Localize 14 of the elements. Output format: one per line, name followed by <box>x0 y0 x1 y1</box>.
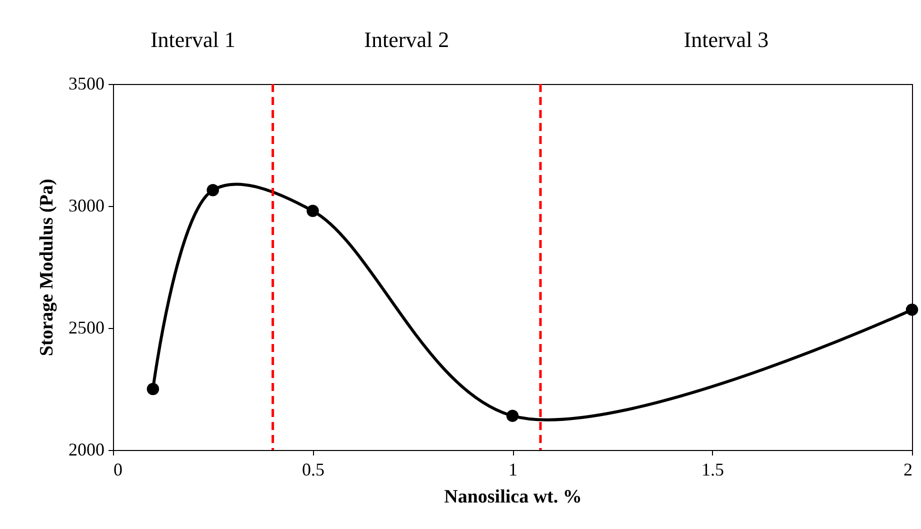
x-tick-label: 1.5 <box>702 460 724 480</box>
text: Interval 1 <box>150 27 236 52</box>
x-tick-label: 1 <box>508 460 518 480</box>
x-axis-title: Nanosilica wt. % <box>444 486 582 508</box>
x-tick-label: 2 <box>904 460 912 480</box>
x-tick-label: 0.5 <box>302 460 324 480</box>
y-tick-label: 2000 <box>68 440 104 460</box>
text: Interval 2 <box>364 27 450 52</box>
y-tick-label: 3000 <box>68 196 104 216</box>
x-tick-label: 0 <box>114 460 122 480</box>
y-tick-label: 2500 <box>68 318 104 338</box>
text: Interval 3 <box>684 27 769 52</box>
y-axis-title: Storage Modulus (Pa) <box>36 178 58 356</box>
y-tick-label: 3500 <box>68 74 104 94</box>
